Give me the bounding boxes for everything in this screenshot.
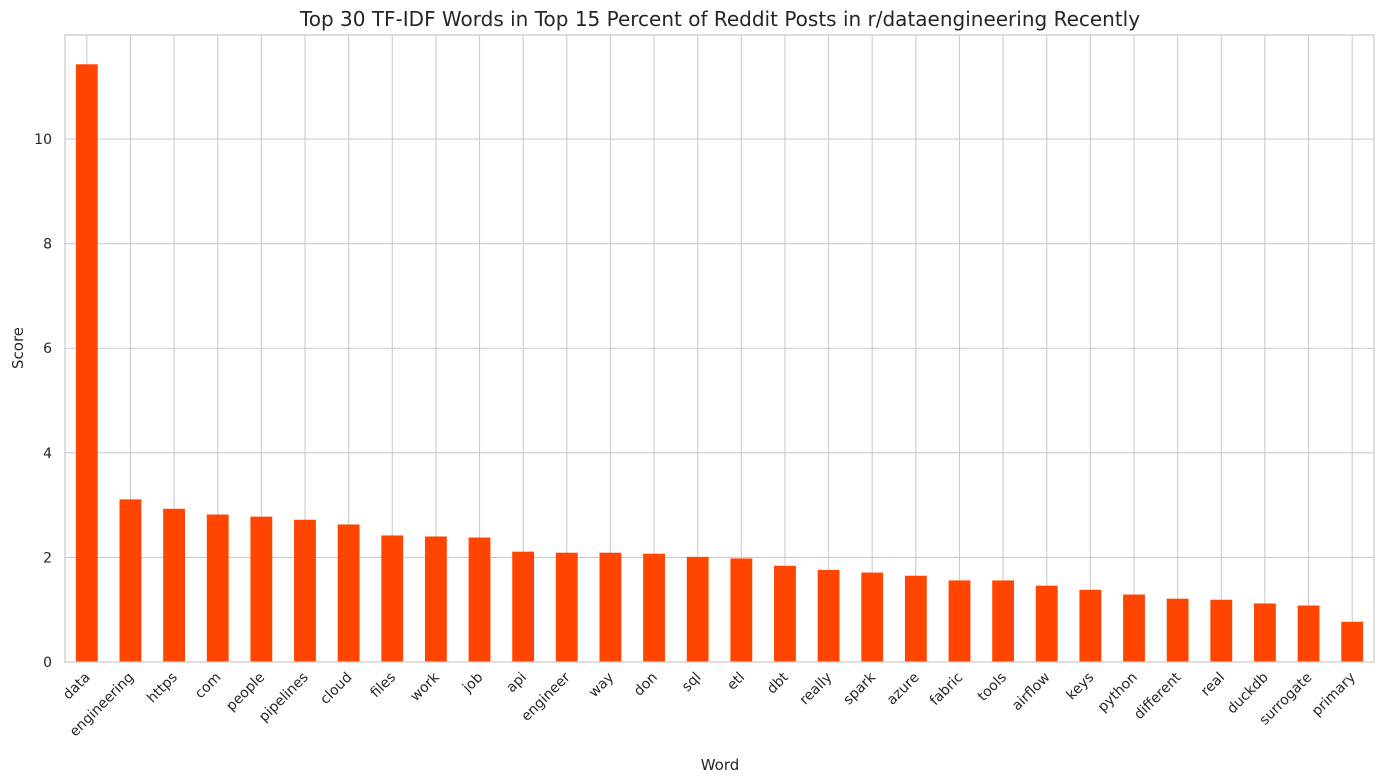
- x-tick-label: work: [407, 669, 443, 705]
- bar-engineer: [555, 552, 578, 662]
- bar-way: [599, 552, 622, 662]
- bar-real: [1210, 599, 1233, 662]
- x-tick-label: different: [1131, 669, 1185, 723]
- x-tick-label: cloud: [317, 670, 355, 708]
- bar-cloud: [337, 524, 360, 662]
- x-tick-label: job: [459, 669, 486, 696]
- bar-dbt: [774, 565, 796, 662]
- x-tick-label: dbt: [764, 669, 792, 697]
- x-tick-label: api: [504, 670, 530, 696]
- y-tick-label: 2: [43, 550, 52, 566]
- x-tick-label: https: [144, 670, 181, 707]
- bar-really: [817, 569, 840, 662]
- x-tick-label: sql: [679, 670, 705, 696]
- bar-azure: [904, 575, 927, 662]
- axes-frame: [64, 34, 1375, 663]
- x-tick-label: don: [631, 670, 661, 700]
- bar-sql: [686, 556, 709, 662]
- y-tick-label: 6: [43, 341, 52, 357]
- bar-spark: [861, 572, 884, 662]
- x-tick-label: data: [60, 670, 94, 704]
- x-tick-label: spark: [840, 669, 879, 708]
- bar-tools: [992, 580, 1015, 662]
- y-tick-label: 10: [34, 132, 52, 148]
- bar-people: [250, 516, 273, 662]
- x-tick-label: tools: [975, 670, 1010, 705]
- y-axis-label: Score: [9, 327, 27, 369]
- x-tick-label: etl: [724, 670, 748, 694]
- x-tick-label: really: [797, 670, 836, 709]
- bar-engineering: [119, 499, 142, 662]
- y-tick-label: 8: [43, 237, 52, 253]
- bar-com: [206, 514, 229, 662]
- bar-duckdb: [1254, 603, 1276, 662]
- bar-files: [381, 535, 404, 662]
- bar-keys: [1079, 589, 1102, 662]
- bar-work: [424, 536, 447, 662]
- x-tick-label: airflow: [1009, 670, 1054, 715]
- x-tick-label: real: [1198, 670, 1228, 700]
- bar-https: [163, 508, 185, 662]
- x-tick-label: fabric: [927, 670, 966, 709]
- x-tick-label: primary: [1309, 670, 1359, 720]
- x-tick-label: azure: [884, 670, 923, 709]
- y-tick-labels: 0 2 4 6 8 10: [34, 132, 52, 671]
- bar-different: [1166, 598, 1189, 662]
- bar-etl: [730, 558, 753, 662]
- bar-job: [468, 537, 491, 662]
- x-tick-label: way: [586, 670, 617, 701]
- bar-primary: [1341, 621, 1364, 662]
- x-axis-label: Word: [701, 756, 740, 774]
- chart-title: Top 30 TF-IDF Words in Top 15 Percent of…: [299, 7, 1140, 31]
- bar-airflow: [1035, 585, 1058, 662]
- bar-don: [643, 553, 665, 662]
- bar-surrogate: [1297, 605, 1320, 662]
- x-tick-label: keys: [1063, 670, 1097, 704]
- bar-data: [75, 64, 98, 662]
- x-tick-label: com: [192, 670, 224, 702]
- bar-fabric: [948, 580, 971, 662]
- bar-api: [512, 551, 535, 662]
- y-tick-label: 0: [43, 655, 52, 671]
- x-tick-label: files: [368, 670, 400, 702]
- bar-python: [1123, 594, 1145, 662]
- bars: [75, 64, 1364, 662]
- y-tick-label: 4: [43, 446, 52, 462]
- bar-pipelines: [294, 519, 316, 662]
